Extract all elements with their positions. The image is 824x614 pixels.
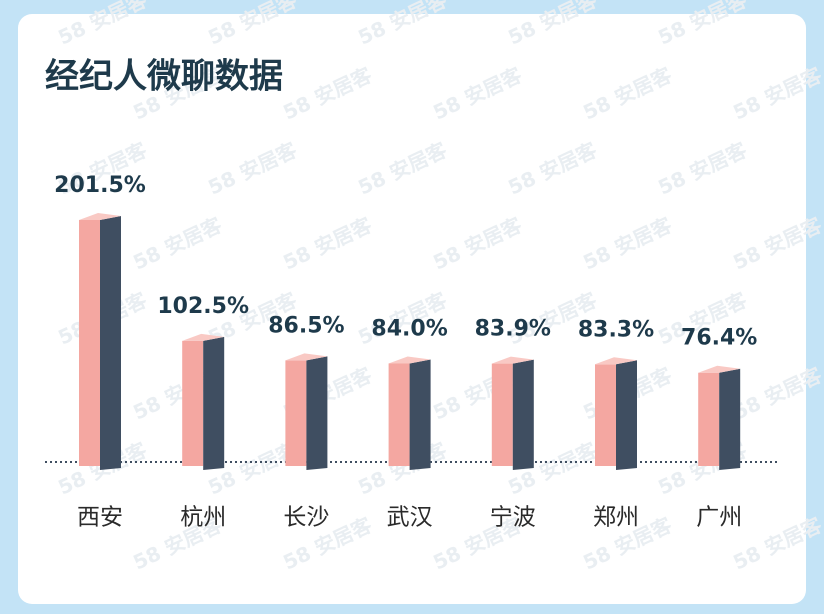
- bar-front: [698, 372, 720, 466]
- bar-front: [285, 360, 307, 466]
- chart-title: 经纪人微聊数据: [45, 57, 283, 97]
- bar-side: [616, 360, 637, 470]
- data-label: 86.5%: [268, 313, 344, 338]
- bar-top: [491, 356, 534, 364]
- bar-top: [698, 365, 741, 373]
- bar-side: [100, 216, 121, 470]
- bar-front: [491, 363, 513, 466]
- data-label: 201.5%: [54, 173, 146, 198]
- x-tick-label: 宁波: [490, 505, 536, 531]
- bar-side: [203, 336, 225, 470]
- bar-top: [595, 357, 637, 365]
- bar-front: [79, 220, 100, 466]
- bar-top: [388, 356, 431, 364]
- data-label: 102.5%: [157, 294, 249, 319]
- x-tick-label: 广州: [696, 505, 742, 531]
- bar-front: [388, 363, 410, 466]
- bar-top: [285, 353, 328, 361]
- bar-front: [182, 340, 204, 466]
- x-tick-label: 杭州: [180, 505, 226, 531]
- bar-side: [512, 359, 534, 470]
- bar-side: [306, 356, 328, 470]
- x-tick-label: 长沙: [283, 505, 329, 531]
- data-label: 83.3%: [578, 317, 654, 342]
- bar-side: [409, 359, 431, 470]
- x-tick-label: 郑州: [593, 505, 639, 531]
- bar-side: [719, 368, 741, 470]
- x-tick-label: 西安: [77, 505, 123, 531]
- bar-front: [595, 364, 616, 466]
- bar-top: [182, 333, 225, 341]
- data-label: 84.0%: [371, 316, 447, 341]
- x-tick-label: 武汉: [387, 505, 433, 531]
- data-label: 83.9%: [475, 317, 551, 342]
- data-label: 76.4%: [681, 326, 757, 351]
- bar-top: [79, 213, 121, 220]
